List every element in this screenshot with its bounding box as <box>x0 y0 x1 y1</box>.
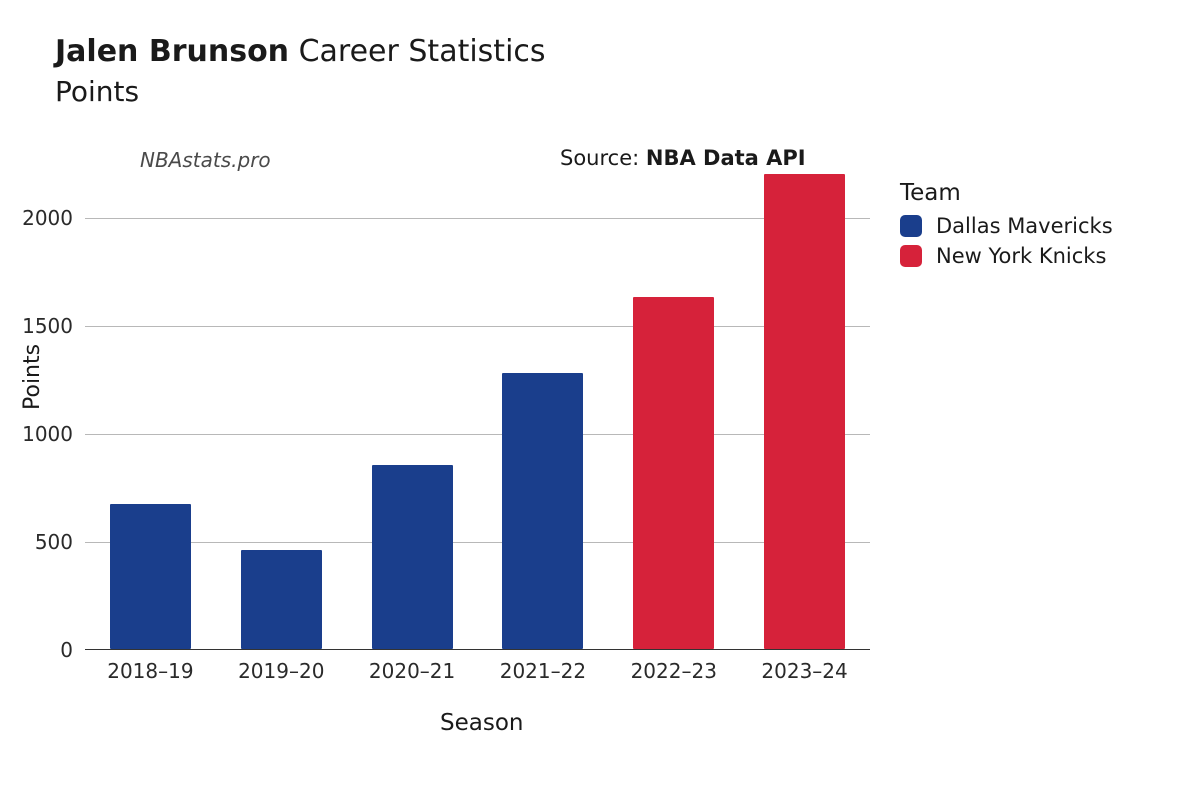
bar <box>241 550 322 649</box>
bar <box>372 465 453 649</box>
legend-label: New York Knicks <box>936 244 1106 268</box>
legend-label: Dallas Mavericks <box>936 214 1113 238</box>
source-label: Source: <box>560 146 646 170</box>
x-tick-label: 2019–20 <box>238 659 324 683</box>
x-axis-label: Season <box>440 710 523 736</box>
legend: Team Dallas Mavericks New York Knicks <box>900 180 1113 274</box>
bar <box>502 373 583 649</box>
grid-line <box>85 542 870 543</box>
bar <box>764 174 845 649</box>
grid-line <box>85 218 870 219</box>
x-tick-label: 2020–21 <box>369 659 455 683</box>
chart-subtitle: Points <box>55 75 546 108</box>
grid-line <box>85 326 870 327</box>
grid-line <box>85 434 870 435</box>
x-tick-label: 2018–19 <box>107 659 193 683</box>
legend-item: Dallas Mavericks <box>900 214 1113 238</box>
legend-item: New York Knicks <box>900 244 1113 268</box>
chart-container: Jalen Brunson Career Statistics Points N… <box>0 0 1200 800</box>
x-tick-label: 2022–23 <box>631 659 717 683</box>
plot-area: 05001000150020002018–192019–202020–21202… <box>85 175 870 650</box>
y-tick-label: 1000 <box>22 422 73 446</box>
title-block: Jalen Brunson Career Statistics Points <box>55 34 546 108</box>
legend-swatch <box>900 245 922 267</box>
x-tick-label: 2023–24 <box>761 659 847 683</box>
legend-title: Team <box>900 180 1113 206</box>
y-tick-label: 0 <box>60 638 73 662</box>
bar <box>110 504 191 649</box>
y-axis-label: Points <box>20 344 45 410</box>
watermark: NBAstats.pro <box>140 148 271 172</box>
bar <box>633 297 714 649</box>
source-attribution: Source: NBA Data API <box>560 146 806 170</box>
title-suffix: Career Statistics <box>299 34 546 69</box>
chart-title: Jalen Brunson Career Statistics <box>55 34 546 69</box>
source-name: NBA Data API <box>646 146 806 170</box>
x-tick-label: 2021–22 <box>500 659 586 683</box>
y-tick-label: 500 <box>35 530 73 554</box>
y-tick-label: 1500 <box>22 314 73 338</box>
y-tick-label: 2000 <box>22 206 73 230</box>
player-name: Jalen Brunson <box>55 34 289 69</box>
legend-swatch <box>900 215 922 237</box>
